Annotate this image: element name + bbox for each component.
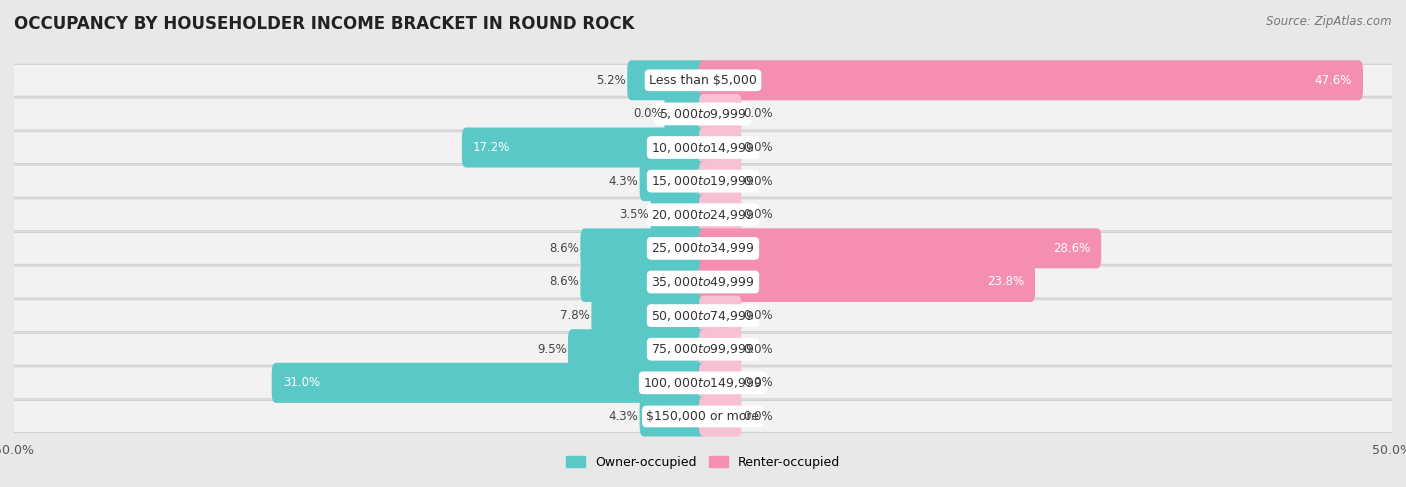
FancyBboxPatch shape: [581, 262, 707, 302]
Text: 0.0%: 0.0%: [742, 208, 772, 221]
Legend: Owner-occupied, Renter-occupied: Owner-occupied, Renter-occupied: [561, 451, 845, 474]
FancyBboxPatch shape: [13, 333, 1393, 365]
FancyBboxPatch shape: [592, 296, 707, 336]
FancyBboxPatch shape: [640, 396, 707, 436]
Text: $75,000 to $99,999: $75,000 to $99,999: [651, 342, 755, 356]
FancyBboxPatch shape: [699, 60, 1362, 100]
Text: 28.6%: 28.6%: [1053, 242, 1090, 255]
Text: 9.5%: 9.5%: [537, 343, 567, 356]
Text: 4.3%: 4.3%: [609, 175, 638, 187]
FancyBboxPatch shape: [699, 128, 741, 168]
Text: 17.2%: 17.2%: [472, 141, 510, 154]
FancyBboxPatch shape: [13, 165, 1393, 197]
FancyBboxPatch shape: [699, 296, 741, 336]
FancyBboxPatch shape: [581, 228, 707, 268]
Text: 4.3%: 4.3%: [609, 410, 638, 423]
FancyBboxPatch shape: [699, 262, 1035, 302]
FancyBboxPatch shape: [13, 98, 1393, 130]
Text: $10,000 to $14,999: $10,000 to $14,999: [651, 141, 755, 154]
FancyBboxPatch shape: [640, 161, 707, 201]
Text: 0.0%: 0.0%: [634, 108, 664, 120]
Text: 0.0%: 0.0%: [742, 343, 772, 356]
Text: $20,000 to $24,999: $20,000 to $24,999: [651, 208, 755, 222]
Text: 0.0%: 0.0%: [742, 141, 772, 154]
Text: $100,000 to $149,999: $100,000 to $149,999: [644, 376, 762, 390]
FancyBboxPatch shape: [461, 128, 707, 168]
FancyBboxPatch shape: [13, 367, 1393, 399]
Text: $50,000 to $74,999: $50,000 to $74,999: [651, 309, 755, 322]
FancyBboxPatch shape: [665, 94, 707, 134]
FancyBboxPatch shape: [699, 363, 741, 403]
Text: OCCUPANCY BY HOUSEHOLDER INCOME BRACKET IN ROUND ROCK: OCCUPANCY BY HOUSEHOLDER INCOME BRACKET …: [14, 15, 634, 33]
FancyBboxPatch shape: [699, 94, 741, 134]
Text: 5.2%: 5.2%: [596, 74, 626, 87]
Text: Source: ZipAtlas.com: Source: ZipAtlas.com: [1267, 15, 1392, 28]
Text: 0.0%: 0.0%: [742, 376, 772, 389]
FancyBboxPatch shape: [699, 195, 741, 235]
Text: 7.8%: 7.8%: [560, 309, 591, 322]
FancyBboxPatch shape: [568, 329, 707, 369]
FancyBboxPatch shape: [271, 363, 707, 403]
Text: $25,000 to $34,999: $25,000 to $34,999: [651, 242, 755, 255]
Text: 8.6%: 8.6%: [550, 242, 579, 255]
Text: $15,000 to $19,999: $15,000 to $19,999: [651, 174, 755, 188]
Text: 31.0%: 31.0%: [283, 376, 321, 389]
FancyBboxPatch shape: [13, 131, 1393, 164]
Text: 0.0%: 0.0%: [742, 309, 772, 322]
Text: $35,000 to $49,999: $35,000 to $49,999: [651, 275, 755, 289]
Text: $5,000 to $9,999: $5,000 to $9,999: [659, 107, 747, 121]
Text: 47.6%: 47.6%: [1315, 74, 1353, 87]
Text: 3.5%: 3.5%: [620, 208, 650, 221]
Text: 23.8%: 23.8%: [987, 276, 1024, 288]
FancyBboxPatch shape: [13, 266, 1393, 298]
FancyBboxPatch shape: [13, 64, 1393, 96]
FancyBboxPatch shape: [699, 329, 741, 369]
FancyBboxPatch shape: [699, 396, 741, 436]
FancyBboxPatch shape: [699, 161, 741, 201]
Text: Less than $5,000: Less than $5,000: [650, 74, 756, 87]
FancyBboxPatch shape: [13, 300, 1393, 332]
FancyBboxPatch shape: [627, 60, 707, 100]
Text: $150,000 or more: $150,000 or more: [647, 410, 759, 423]
FancyBboxPatch shape: [13, 199, 1393, 231]
Text: 0.0%: 0.0%: [742, 108, 772, 120]
Text: 8.6%: 8.6%: [550, 276, 579, 288]
Text: 0.0%: 0.0%: [742, 410, 772, 423]
FancyBboxPatch shape: [651, 195, 707, 235]
FancyBboxPatch shape: [13, 232, 1393, 264]
FancyBboxPatch shape: [13, 400, 1393, 432]
FancyBboxPatch shape: [699, 228, 1101, 268]
Text: 0.0%: 0.0%: [742, 175, 772, 187]
